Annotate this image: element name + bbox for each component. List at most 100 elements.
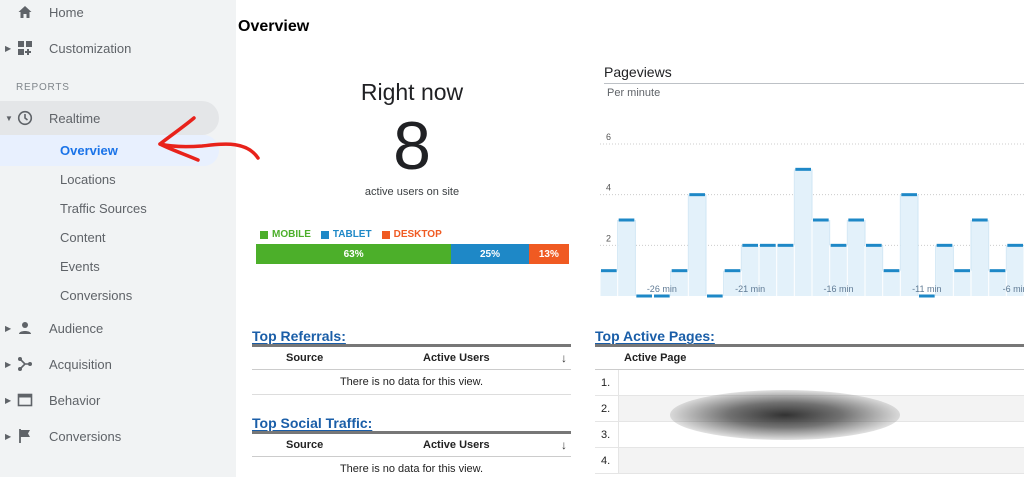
caret-right-icon: ▶ xyxy=(5,395,12,405)
top-social-table: Source Active Users ↓ There is no data f… xyxy=(252,431,571,477)
pageviews-bar xyxy=(600,270,618,296)
pageviews-bar xyxy=(812,220,830,296)
caret-right-icon: ▶ xyxy=(5,359,12,369)
annotation-arrow-icon xyxy=(158,116,260,162)
nav-realtime[interactable]: ▼ Realtime xyxy=(0,103,219,133)
legend-swatch xyxy=(260,230,268,239)
pageviews-bar xyxy=(971,220,989,296)
caret-right-icon: ▶ xyxy=(5,431,12,441)
legend-item-desktop: DESKTOP xyxy=(381,229,442,240)
nav-conversions[interactable]: ▶ Conversions xyxy=(0,421,236,451)
row-number: 2. xyxy=(595,396,619,421)
legend-swatch xyxy=(381,230,390,239)
legend-label: TABLET xyxy=(332,229,372,240)
dashboard-plus-icon xyxy=(18,41,32,55)
col-active-page[interactable]: Active Page xyxy=(624,352,687,364)
y-tick-label: 2 xyxy=(606,233,611,243)
overview-highlight xyxy=(0,135,219,166)
nav-home-label: Home xyxy=(49,4,84,20)
pageviews-bar xyxy=(830,245,847,296)
nav-realtime-label: Realtime xyxy=(49,110,101,126)
legend-item-tablet: TABLET xyxy=(320,229,372,240)
sort-down-icon[interactable]: ↓ xyxy=(561,438,567,452)
table-row[interactable]: 3. xyxy=(595,422,1024,448)
nav-realtime-traffic-sources[interactable]: Traffic Sources xyxy=(60,201,147,216)
active-users-count: 8 xyxy=(393,108,431,184)
page-title: Overview xyxy=(238,18,310,35)
device-segment-0[interactable]: 63% xyxy=(256,244,452,264)
pageviews-bar xyxy=(724,270,741,296)
person-icon xyxy=(19,322,31,334)
page-cell xyxy=(619,448,1024,473)
legend-label: DESKTOP xyxy=(393,229,442,240)
pageviews-bar xyxy=(618,220,635,296)
device-segment-2[interactable]: 13% xyxy=(528,244,569,264)
nav-behavior[interactable]: ▶ Behavior xyxy=(0,385,236,415)
nav-audience[interactable]: ▶ Audience xyxy=(0,313,236,343)
pageviews-title: Pageviews xyxy=(604,64,672,80)
device-breakdown-bar: 63% 25% 13% xyxy=(256,244,569,264)
legend-item-mobile: MOBILE xyxy=(260,229,311,240)
pageviews-divider xyxy=(604,83,1024,84)
pageviews-subtitle: Per minute xyxy=(607,87,661,99)
flag-icon xyxy=(19,429,30,443)
clock-icon xyxy=(17,110,33,126)
pageviews-bar xyxy=(847,220,865,296)
nav-conversions-label: Conversions xyxy=(49,428,122,444)
nav-customization-label: Customization xyxy=(49,40,132,56)
pageviews-bar xyxy=(936,245,953,296)
nav-acquisition-label: Acquisition xyxy=(49,356,112,372)
merge-icon xyxy=(18,357,32,371)
pageviews-bar xyxy=(953,270,971,296)
caret-right-icon: ▶ xyxy=(5,323,12,333)
top-referrals-title[interactable]: Top Referrals: xyxy=(252,328,346,344)
row-number: 1. xyxy=(595,370,619,395)
nav-customization[interactable]: ▶ Customization xyxy=(0,33,236,63)
sidebar: Home ▶ Customization REPORTS ▼ Realtime … xyxy=(0,0,236,477)
window-icon xyxy=(17,393,33,407)
legend-label: MOBILE xyxy=(272,229,311,240)
nav-behavior-label: Behavior xyxy=(49,392,101,408)
table-header: Source Active Users ↓ xyxy=(252,347,571,370)
y-tick-label: 4 xyxy=(606,183,611,193)
table-header: Source Active Users ↓ xyxy=(252,434,571,457)
pageviews-bar xyxy=(989,270,1006,296)
device-legend: MOBILE TABLET DESKTOP xyxy=(260,229,442,240)
x-tick-label: -11 min xyxy=(912,284,941,294)
col-source[interactable]: Source xyxy=(286,352,324,364)
top-referrals-table: Source Active Users ↓ There is no data f… xyxy=(252,344,571,395)
caret-down-icon: ▼ xyxy=(5,113,13,123)
nav-realtime-content[interactable]: Content xyxy=(60,230,106,245)
active-users-subtitle: active users on site xyxy=(364,186,460,198)
nav-realtime-locations[interactable]: Locations xyxy=(60,172,116,187)
pageviews-chart: 2 4 6 -26 min -21 min -16 min -11 min -6 min xyxy=(600,132,1024,298)
pageviews-bar xyxy=(741,245,759,296)
col-active-users[interactable]: Active Users xyxy=(423,352,490,364)
pageviews-bar xyxy=(883,270,900,296)
pageviews-bar xyxy=(759,245,777,296)
nav-realtime-events[interactable]: Events xyxy=(60,259,100,274)
caret-right-icon: ▶ xyxy=(5,43,12,53)
table-header: Active Page xyxy=(595,347,1024,370)
nav-realtime-conversions[interactable]: Conversions xyxy=(60,288,133,303)
col-source[interactable]: Source xyxy=(286,439,324,451)
reports-section-label: REPORTS xyxy=(16,82,70,93)
legend-swatch xyxy=(320,230,329,239)
row-number: 3. xyxy=(595,422,619,447)
nav-realtime-overview[interactable]: Overview xyxy=(60,143,118,158)
sort-down-icon[interactable]: ↓ xyxy=(561,351,567,365)
nav-home[interactable]: Home xyxy=(0,0,236,27)
pageviews-bar xyxy=(777,245,794,296)
nav-acquisition[interactable]: ▶ Acquisition xyxy=(0,349,236,379)
top-pages-title[interactable]: Top Active Pages: xyxy=(595,328,715,344)
empty-row: There is no data for this view. xyxy=(252,457,571,477)
pageviews-bar xyxy=(900,194,918,296)
table-row[interactable]: 4. xyxy=(595,448,1024,474)
redacted-blur xyxy=(670,390,900,440)
col-active-users[interactable]: Active Users xyxy=(423,439,490,451)
x-tick-label: -6 min xyxy=(1003,284,1024,294)
x-tick-label: -16 min xyxy=(823,284,853,294)
device-segment-1[interactable]: 25% xyxy=(451,244,529,264)
pageviews-bar xyxy=(1006,245,1024,296)
top-social-title[interactable]: Top Social Traffic: xyxy=(252,415,373,431)
